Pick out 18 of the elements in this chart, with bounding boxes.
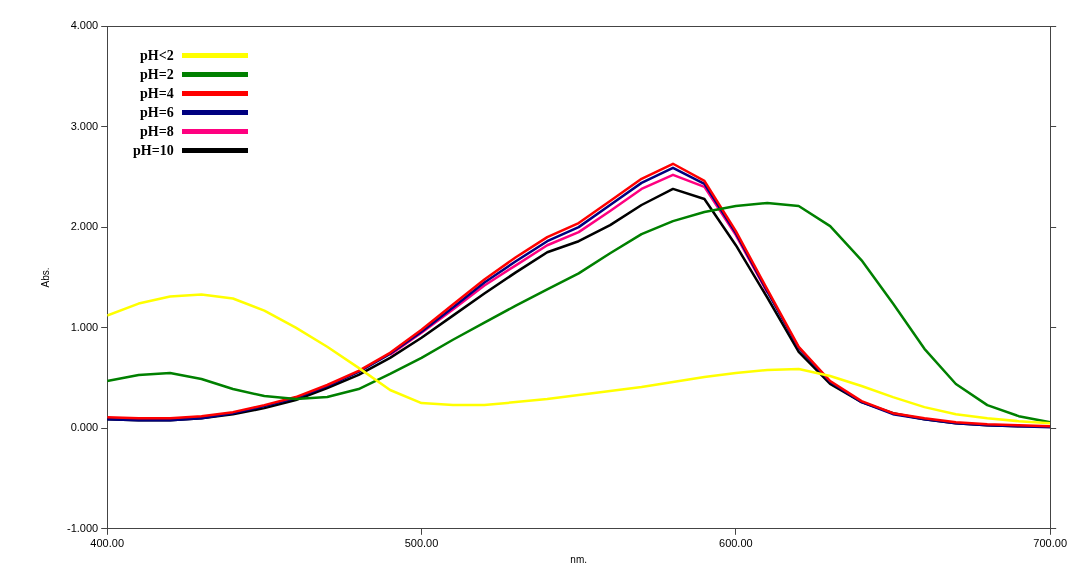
legend-label: pH<2 [140,47,174,64]
x-tick-label: 400.00 [90,537,125,550]
x-tick-label: 700.00 [1033,537,1068,550]
legend-label: pH=10 [133,142,174,159]
x-axis-title: nm. [570,553,588,565]
x-tick-label: 600.00 [719,537,753,550]
legend-label: pH=4 [140,85,174,102]
y-tick-label: 4.000 [70,19,99,32]
x-tick-label: 500.00 [404,537,439,550]
y-tick-label: 0.000 [70,421,99,434]
y-tick-label: 3.000 [70,119,99,132]
legend-label: pH=8 [140,123,174,140]
y-tick-label: 2.000 [70,220,99,233]
y-tick-label: 1.000 [70,320,99,333]
y-axis-title: Abs. [39,267,51,288]
legend-label: pH=6 [140,104,174,121]
legend-label: pH=2 [140,66,174,83]
y-tick-label: -1.000 [66,521,99,534]
